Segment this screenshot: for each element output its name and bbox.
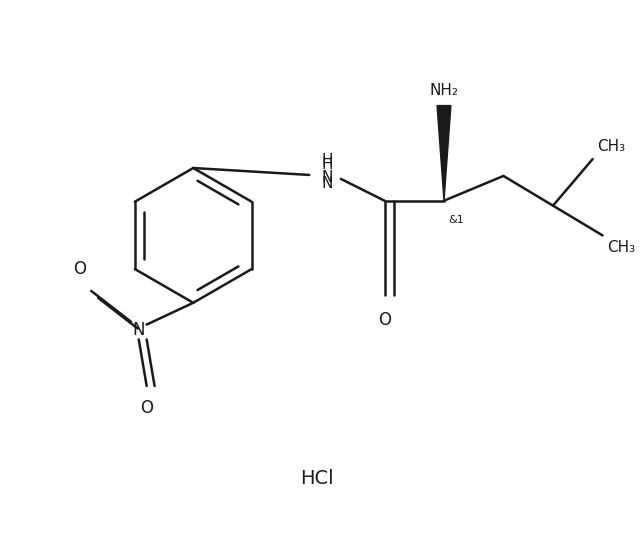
Text: HCl: HCl xyxy=(300,469,334,488)
Text: O: O xyxy=(140,399,153,417)
Text: O: O xyxy=(73,260,86,278)
Text: O: O xyxy=(378,311,391,329)
Text: H
N: H N xyxy=(321,157,333,185)
Polygon shape xyxy=(437,105,451,201)
Text: NH₂: NH₂ xyxy=(429,83,458,98)
Text: N: N xyxy=(132,320,145,339)
Text: H: H xyxy=(321,153,333,168)
Text: N: N xyxy=(321,176,333,191)
Text: CH₃: CH₃ xyxy=(598,139,626,154)
Text: CH₃: CH₃ xyxy=(607,240,636,256)
Text: &1: &1 xyxy=(448,215,464,224)
